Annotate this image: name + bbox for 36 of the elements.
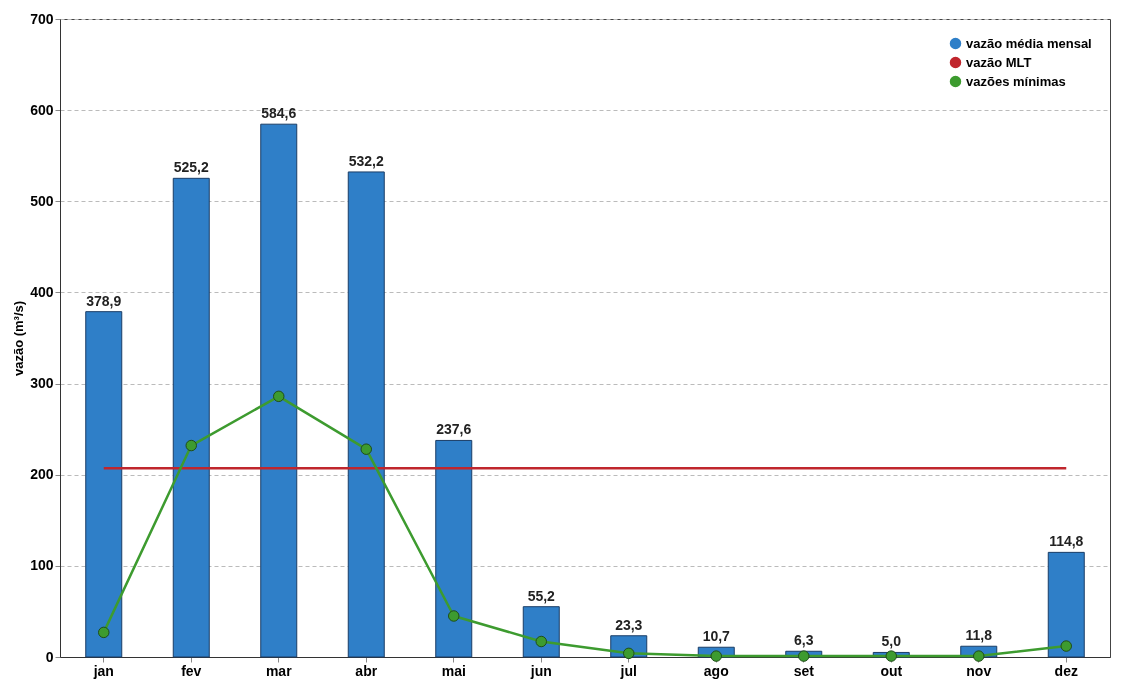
data-label: 10,7 bbox=[702, 628, 731, 645]
data-label: 525,2 bbox=[173, 159, 209, 176]
x-tick-label: abr bbox=[355, 662, 378, 679]
y-tick-label: 100 bbox=[30, 557, 54, 574]
x-tick-label: fev bbox=[181, 662, 202, 679]
y-tick-label: 200 bbox=[30, 466, 54, 483]
data-label: 584,6 bbox=[261, 105, 297, 122]
legend-label: vazão MLT bbox=[966, 54, 1032, 70]
y-tick-label: 600 bbox=[30, 101, 54, 118]
data-label: 6,3 bbox=[794, 632, 814, 649]
y-tick-label: 0 bbox=[45, 648, 54, 665]
x-tick-label: jun bbox=[529, 662, 552, 679]
x-tick-label: out bbox=[880, 662, 903, 679]
data-label: 237,6 bbox=[436, 421, 472, 438]
data-label: 532,2 bbox=[348, 152, 384, 169]
data-label: 55,2 bbox=[527, 587, 556, 604]
x-tick-label: set bbox=[793, 662, 815, 679]
x-tick-label: nov bbox=[966, 662, 992, 679]
data-label: 5,0 bbox=[881, 633, 902, 650]
y-tick-label: 500 bbox=[30, 192, 54, 209]
legend-label: vazão média mensal bbox=[966, 35, 1092, 51]
data-label: 23,3 bbox=[615, 616, 643, 633]
x-tick-label: jan bbox=[92, 662, 114, 679]
y-axis-title: vazão (m³/s) bbox=[11, 300, 27, 377]
legend-label: vazões mínimas bbox=[966, 73, 1066, 89]
y-tick-label: 700 bbox=[30, 10, 54, 27]
y-tick-label: 400 bbox=[30, 283, 54, 300]
x-tick-label: ago bbox=[703, 662, 729, 679]
y-tick-label: 300 bbox=[30, 375, 54, 392]
x-tick-label: dez bbox=[1054, 662, 1078, 679]
data-label: 11,8 bbox=[965, 627, 993, 644]
data-label: 378,9 bbox=[86, 292, 122, 309]
x-tick-label: mai bbox=[441, 662, 466, 679]
x-tick-label: mar bbox=[265, 662, 293, 679]
x-tick-label: jul bbox=[619, 662, 637, 679]
data-label: 114,8 bbox=[1049, 533, 1084, 550]
